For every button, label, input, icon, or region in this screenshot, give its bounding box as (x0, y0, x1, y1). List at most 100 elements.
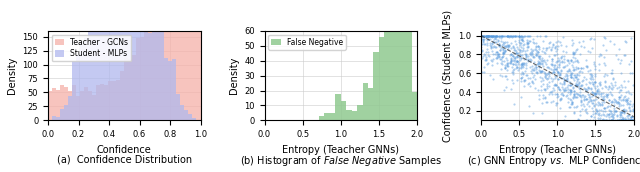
Point (587, 73, 597, 76)
Bar (168, 0, 172, 120)
Bar (52, 116, 56, 120)
Point (582, 89, 592, 91)
Point (600, 73, 610, 76)
Point (593, 102, 604, 105)
Point (573, 119, 583, 122)
Point (610, 119, 620, 122)
Point (492, 55, 502, 58)
Point (569, 68, 579, 70)
Point (496, 46, 506, 49)
Point (620, 110, 630, 112)
Point (524, 57, 534, 60)
Point (533, 51, 543, 54)
Point (509, 34, 520, 37)
Point (572, 79, 582, 82)
Point (561, 78, 572, 81)
Point (549, 84, 559, 86)
Point (477, 50, 487, 52)
Point (476, 43, 486, 46)
Point (522, 54, 532, 57)
Point (596, 113, 606, 116)
Point (552, 60, 562, 63)
Point (610, 83, 620, 86)
Point (529, 69, 540, 72)
Point (537, 59, 547, 61)
Point (478, 40, 488, 43)
Point (568, 105, 579, 108)
Point (483, 62, 493, 65)
Point (513, 67, 524, 69)
Point (577, 78, 588, 81)
Point (580, 90, 591, 93)
Point (594, 68, 604, 71)
Point (494, 53, 504, 56)
Point (494, 44, 504, 47)
Point (540, 51, 550, 54)
Point (568, 55, 578, 58)
Point (618, 119, 628, 122)
Point (565, 97, 575, 100)
Point (540, 76, 550, 78)
Point (588, 81, 598, 84)
Point (595, 104, 605, 106)
Point (616, 71, 626, 74)
Point (620, 119, 630, 122)
Point (573, 93, 584, 96)
Point (508, 62, 518, 65)
Point (538, 97, 548, 100)
Point (517, 39, 527, 42)
Point (565, 80, 575, 83)
Point (599, 119, 609, 122)
Point (497, 53, 508, 56)
Point (616, 93, 627, 96)
Point (500, 63, 510, 66)
Point (483, 34, 493, 37)
Point (547, 64, 557, 67)
Point (603, 114, 613, 117)
Point (623, 89, 633, 92)
Point (502, 45, 513, 48)
Point (483, 51, 493, 54)
Point (494, 36, 504, 39)
Point (481, 51, 491, 54)
Point (548, 44, 559, 47)
Bar (116, 80, 120, 120)
Point (517, 35, 527, 37)
Point (550, 103, 561, 106)
Point (591, 108, 602, 110)
Bar (357, 105, 363, 120)
Point (558, 93, 568, 96)
Bar (156, 26, 161, 120)
Point (492, 51, 502, 54)
Point (532, 62, 542, 65)
Point (598, 44, 608, 46)
Point (534, 70, 545, 72)
Point (550, 83, 561, 86)
Point (564, 70, 575, 73)
Bar (60, 109, 64, 120)
Point (582, 119, 592, 122)
Point (509, 57, 519, 60)
Point (543, 66, 554, 69)
Point (584, 72, 595, 75)
Point (604, 112, 614, 115)
Point (627, 119, 637, 122)
Point (496, 34, 506, 37)
Point (610, 98, 620, 101)
Point (569, 111, 579, 114)
Point (531, 48, 541, 51)
Point (549, 68, 559, 70)
Point (554, 63, 564, 66)
Point (552, 78, 563, 80)
Point (565, 89, 575, 91)
Point (511, 52, 522, 54)
Point (580, 110, 591, 113)
Point (586, 75, 596, 77)
Point (538, 64, 548, 67)
Bar (76, 96, 80, 120)
Point (544, 42, 554, 45)
Bar (128, 0, 132, 120)
Point (588, 119, 598, 122)
Point (488, 57, 498, 60)
Point (589, 91, 600, 94)
